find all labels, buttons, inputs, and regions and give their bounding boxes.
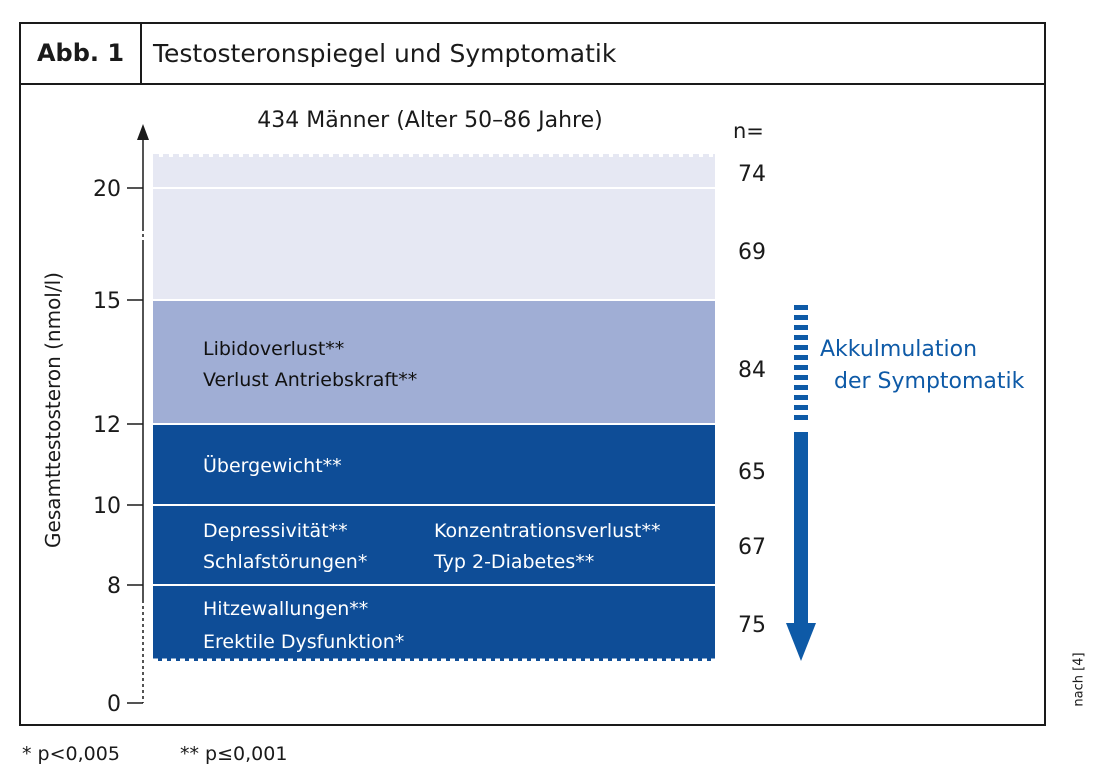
accumulation-label-line-2: der Symptomatik xyxy=(834,369,1025,394)
figure-header: Abb. 1 Testosteronspiegel und Symptomati… xyxy=(21,24,1044,85)
accumulation-label-line-1: Akkulmulation xyxy=(820,337,977,362)
symptom-label-5-0: Hitzewallungen** xyxy=(203,598,368,620)
y-tick-label-0: 0 xyxy=(107,692,121,717)
symptom-label-2-1: Verlust Antriebskraft** xyxy=(203,369,417,391)
figure-frame: Abb. 1 Testosteronspiegel und Symptomati… xyxy=(19,22,1046,726)
n-value-0: 74 xyxy=(738,162,766,187)
band-10-12 xyxy=(153,424,715,505)
y-tick-label-8: 8 xyxy=(107,574,121,599)
chart-subtitle: 434 Männer (Alter 50–86 Jahre) xyxy=(257,108,602,133)
footnote-double-star: ** p≤0,001 xyxy=(180,743,288,765)
symptom-label-4-0: Depressivität** xyxy=(203,520,348,542)
accumulation-arrow-head xyxy=(786,623,816,661)
source-note: nach [4] xyxy=(1071,650,1087,710)
footnote-single-star: * p<0,005 xyxy=(22,743,120,765)
band-20-21 xyxy=(153,157,715,188)
y-tick-label-15: 15 xyxy=(93,289,121,314)
source-text: nach [4] xyxy=(1071,652,1087,707)
y-axis-arrowhead xyxy=(137,124,149,140)
band-0-8 xyxy=(153,585,715,661)
n-value-2: 84 xyxy=(738,358,766,383)
band-12-15 xyxy=(153,300,715,424)
y-tick-label-12: 12 xyxy=(93,413,121,438)
n-header: n= xyxy=(733,119,764,143)
symptom-label-4-2: Konzentrationsverlust** xyxy=(434,520,661,542)
y-tick-label-10: 10 xyxy=(93,494,121,519)
y-axis-title: Gesamttestosteron (nmol/l) xyxy=(41,272,65,548)
n-value-5: 75 xyxy=(738,613,766,638)
symptom-label-4-3: Typ 2-Diabetes** xyxy=(433,551,594,573)
symptom-label-3-0: Übergewicht** xyxy=(203,454,342,477)
n-value-4: 67 xyxy=(738,535,766,560)
figure-title: Testosteronspiegel und Symptomatik xyxy=(153,39,617,68)
symptom-label-4-1: Schlafstörungen* xyxy=(203,551,367,573)
n-value-1: 69 xyxy=(738,240,766,265)
band-8-10 xyxy=(153,505,715,585)
band-15-20 xyxy=(153,188,715,300)
n-value-3: 65 xyxy=(738,460,766,485)
y-tick-label-20: 20 xyxy=(93,177,121,202)
symptom-label-2-0: Libidoverlust** xyxy=(203,338,344,360)
figure-label: Abb. 1 xyxy=(21,24,142,83)
symptom-label-5-1: Erektile Dysfunktion* xyxy=(203,631,404,653)
